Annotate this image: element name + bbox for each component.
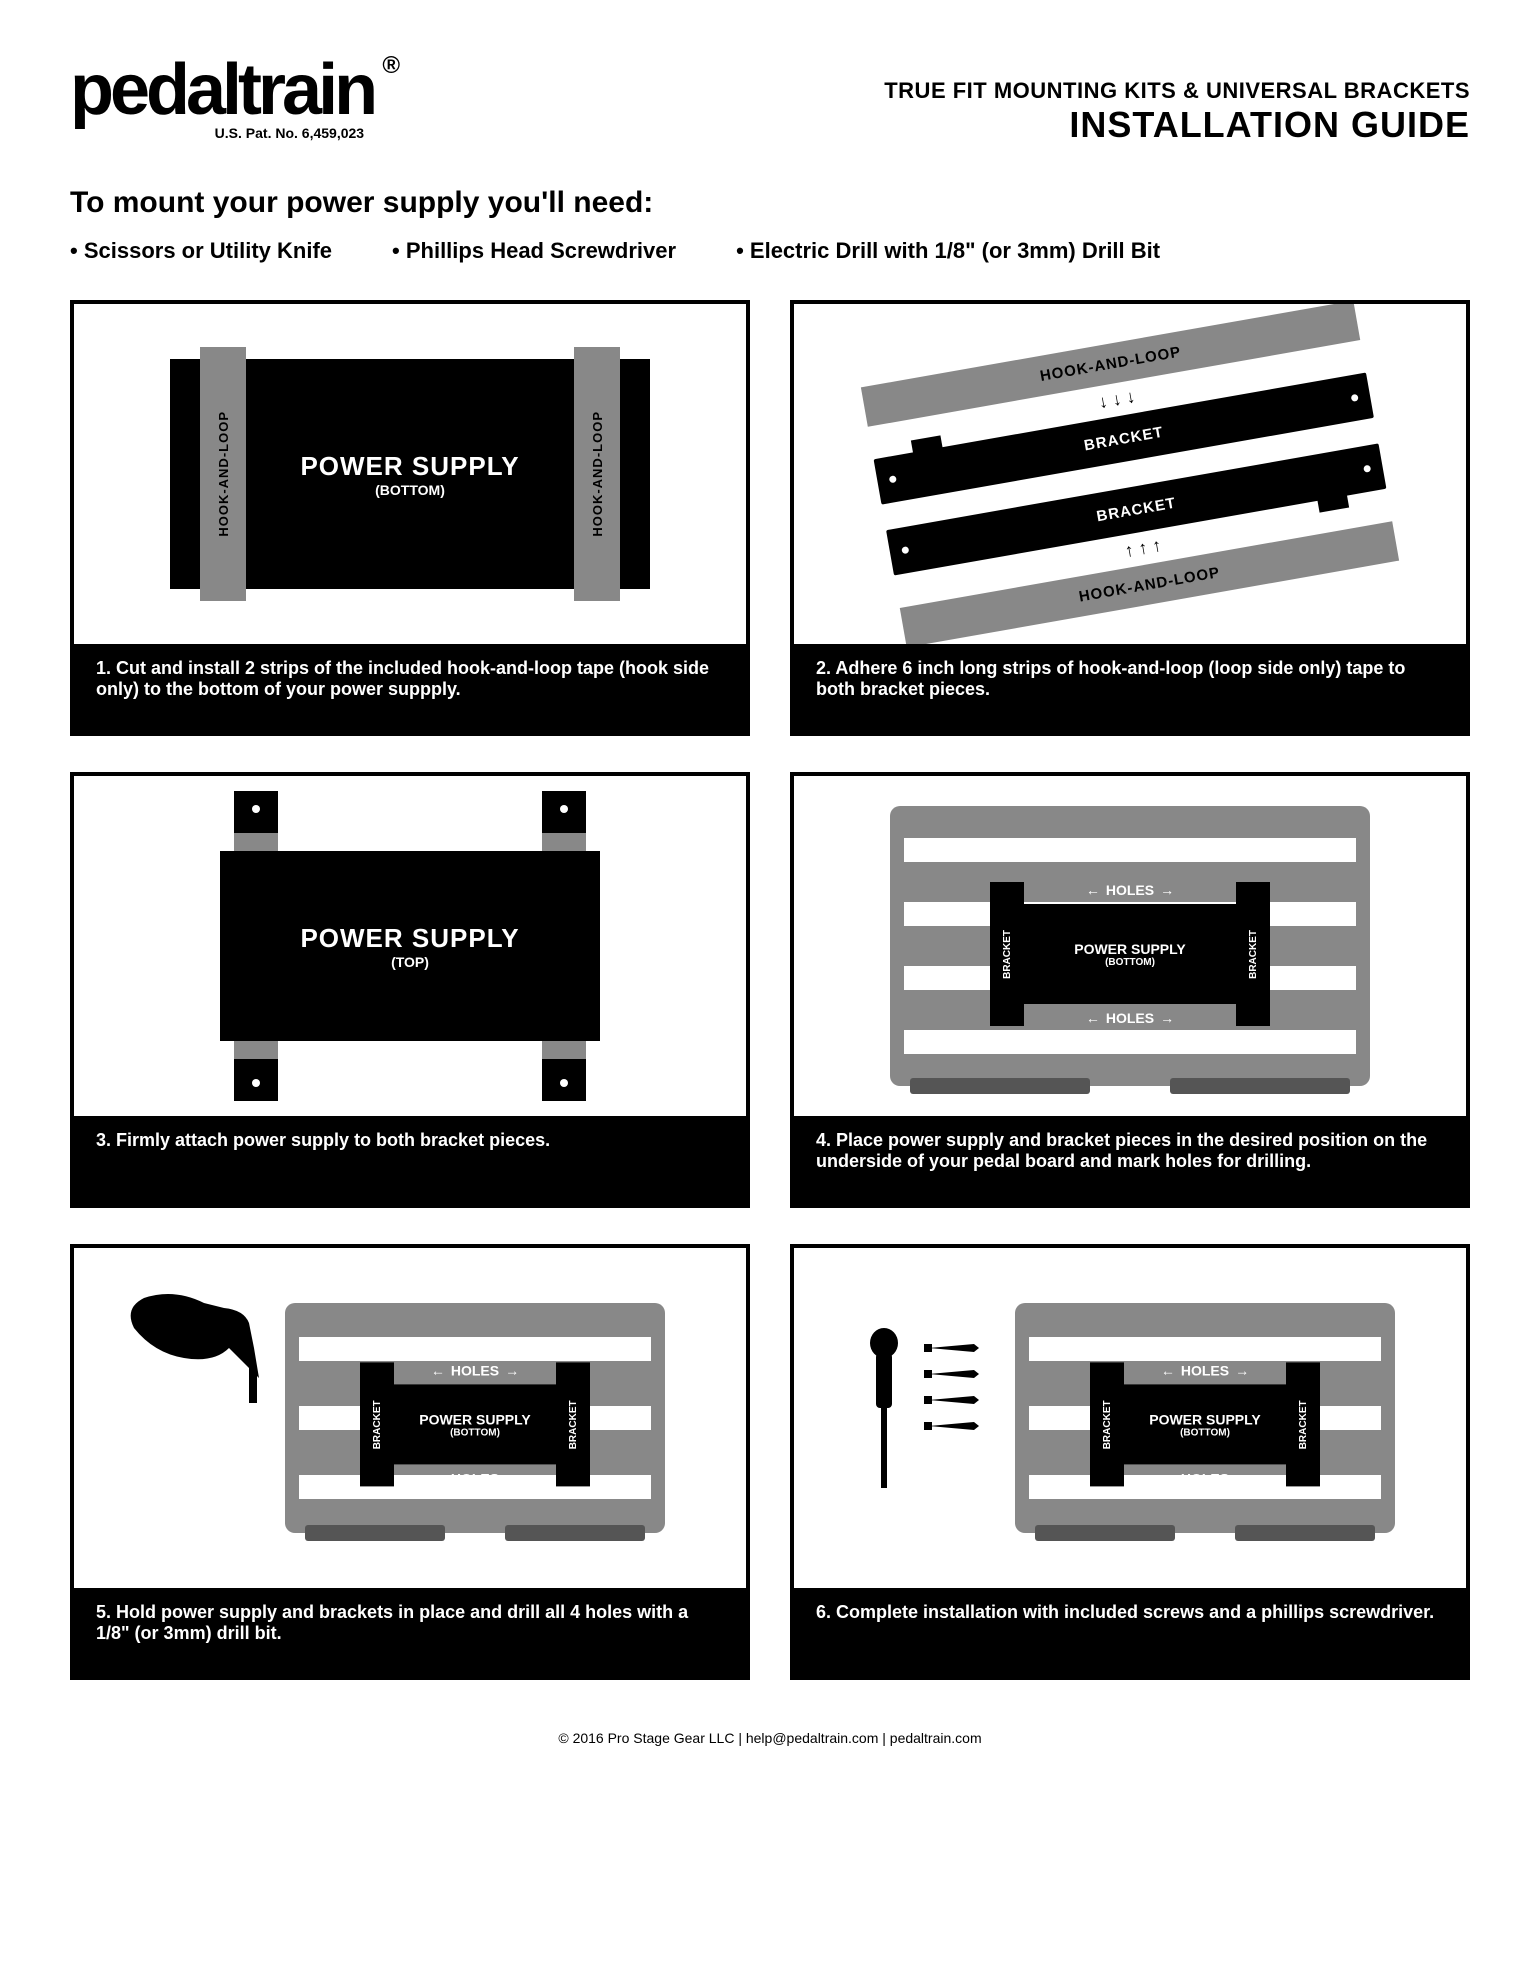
screws-icon bbox=[924, 1338, 984, 1436]
step-1-diagram: HOOK-AND-LOOP POWER SUPPLY(BOTTOM) HOOK-… bbox=[74, 304, 746, 644]
step-5-diagram: ← HOLES → BRACKET POWER SUPPLY(BOTTOM) B… bbox=[74, 1248, 746, 1588]
step-2-caption: 2. Adhere 6 inch long strips of hook-and… bbox=[794, 644, 1466, 732]
step-4-caption: 4. Place power supply and bracket pieces… bbox=[794, 1116, 1466, 1204]
step-6-diagram: ← HOLES → BRACKET POWER SUPPLY(BOTTOM) B… bbox=[794, 1248, 1466, 1588]
step-3-diagram: POWER SUPPLY(TOP) bbox=[74, 776, 746, 1116]
footer: © 2016 Pro Stage Gear LLC | help@pedaltr… bbox=[70, 1730, 1470, 1746]
steps-grid: HOOK-AND-LOOP POWER SUPPLY(BOTTOM) HOOK-… bbox=[70, 300, 1470, 1680]
tools-list: Scissors or Utility Knife Phillips Head … bbox=[70, 238, 1470, 264]
title-block: TRUE FIT MOUNTING KITS & UNIVERSAL BRACK… bbox=[884, 60, 1470, 146]
tool-1: Scissors or Utility Knife bbox=[70, 238, 332, 264]
step-2-panel: HOOK-AND-LOOP ↓ ↓ ↓ BRACKET BRACKET ↑ ↑ … bbox=[790, 300, 1470, 736]
step-3-panel: POWER SUPPLY(TOP) 3. Firmly attach power… bbox=[70, 772, 750, 1208]
step-4-panel: ← HOLES → BRACKET POWER SUPPLY(BOTTOM) B… bbox=[790, 772, 1470, 1208]
hook-loop-label: HOOK-AND-LOOP bbox=[216, 411, 231, 537]
drill-icon bbox=[114, 1268, 294, 1418]
intro-heading: To mount your power supply you'll need: bbox=[70, 186, 1470, 220]
header: pedaltrain® U.S. Pat. No. 6,459,023 TRUE… bbox=[70, 60, 1470, 146]
step-1-panel: HOOK-AND-LOOP POWER SUPPLY(BOTTOM) HOOK-… bbox=[70, 300, 750, 736]
title-subtitle: TRUE FIT MOUNTING KITS & UNIVERSAL BRACK… bbox=[884, 78, 1470, 104]
step-3-caption: 3. Firmly attach power supply to both br… bbox=[74, 1116, 746, 1204]
screwdriver-icon bbox=[864, 1328, 904, 1498]
brand-logo: pedaltrain® bbox=[70, 60, 374, 121]
logo-block: pedaltrain® U.S. Pat. No. 6,459,023 bbox=[70, 60, 374, 141]
title-main: INSTALLATION GUIDE bbox=[884, 104, 1470, 146]
step-2-diagram: HOOK-AND-LOOP ↓ ↓ ↓ BRACKET BRACKET ↑ ↑ … bbox=[794, 304, 1466, 644]
step-6-panel: ← HOLES → BRACKET POWER SUPPLY(BOTTOM) B… bbox=[790, 1244, 1470, 1680]
step-4-diagram: ← HOLES → BRACKET POWER SUPPLY(BOTTOM) B… bbox=[794, 776, 1466, 1116]
tool-3: Electric Drill with 1/8" (or 3mm) Drill … bbox=[736, 238, 1160, 264]
step-1-caption: 1. Cut and install 2 strips of the inclu… bbox=[74, 644, 746, 732]
step-6-caption: 6. Complete installation with included s… bbox=[794, 1588, 1466, 1676]
tool-2: Phillips Head Screwdriver bbox=[392, 238, 676, 264]
step-5-caption: 5. Hold power supply and brackets in pla… bbox=[74, 1588, 746, 1676]
step-5-panel: ← HOLES → BRACKET POWER SUPPLY(BOTTOM) B… bbox=[70, 1244, 750, 1680]
